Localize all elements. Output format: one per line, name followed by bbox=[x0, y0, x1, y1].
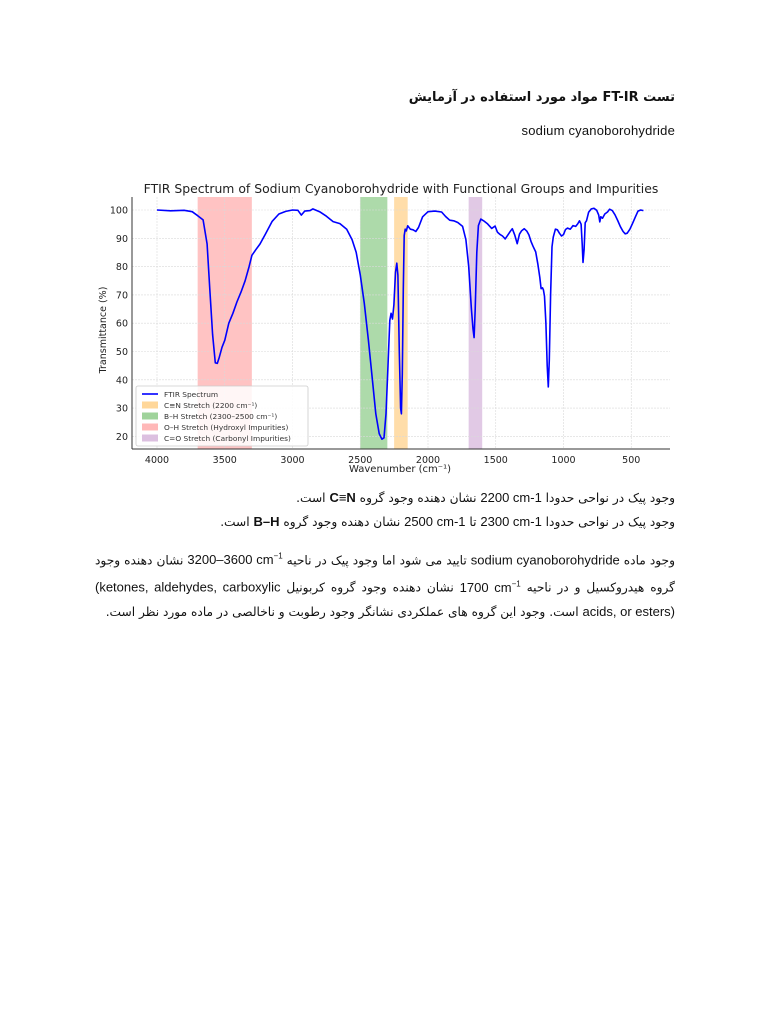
x-tick-label: 3000 bbox=[280, 455, 304, 466]
y-tick-label: 40 bbox=[116, 375, 128, 386]
y-tick-label: 90 bbox=[116, 234, 128, 245]
paragraph-line: وجود پیک در نواحی حدودا 2300 cm-1 تا 250… bbox=[95, 510, 675, 534]
legend-label: O–H Stretch (Hydroxyl Impurities) bbox=[164, 423, 288, 432]
y-tick-label: 20 bbox=[116, 432, 128, 443]
legend-label: B–H Stretch (2300–2500 cm⁻¹) bbox=[164, 412, 277, 421]
legend-patch-swatch bbox=[142, 401, 158, 409]
paragraph-impurities: وجود ماده sodium cyanoborohydride تایید … bbox=[95, 545, 675, 624]
series-line bbox=[156, 207, 644, 440]
text-segment: تایید می شود اما وجود پیک در ناحیه bbox=[282, 553, 471, 568]
y-tick-label: 60 bbox=[116, 319, 128, 330]
wavenumber-value: 1700 cm−1 bbox=[459, 579, 521, 595]
y-axis-label: Transmittance (%) bbox=[98, 287, 109, 375]
text-segment: است. bbox=[296, 491, 330, 505]
text-segment: وجود ماده bbox=[619, 553, 675, 568]
wavenumber-range: 3200–3600 cm−1 bbox=[187, 552, 282, 567]
paragraph-line: وجود پیک در نواحی حدودا 2200 cm-1 نشان د… bbox=[95, 486, 675, 510]
legend-label: FTIR Spectrum bbox=[164, 390, 218, 399]
x-tick-label: 4000 bbox=[145, 455, 169, 466]
x-tick-label: 2000 bbox=[416, 455, 440, 466]
text-segment: نشان دهنده وجود گروه هیدروکسیل و در ناحی… bbox=[95, 553, 675, 595]
paragraph-cn-bh: وجود پیک در نواحی حدودا 2200 cm-1 نشان د… bbox=[95, 486, 675, 534]
text-segment: تا bbox=[465, 515, 481, 529]
chart-title: FTIR Spectrum of Sodium Cyanoborohydride… bbox=[144, 181, 659, 196]
wavenumber-value: 2500 cm-1 bbox=[404, 514, 466, 529]
x-tick-label: 3500 bbox=[213, 455, 237, 466]
text-segment: وجود پیک در نواحی حدودا bbox=[541, 515, 675, 529]
spectrum-line bbox=[156, 207, 644, 440]
axes: 4000 3500 3000 2500 2000 1500 1000 500 20 30 40 50 6… bbox=[110, 197, 670, 466]
compound-name-inline: sodium cyanoborohydride bbox=[470, 552, 620, 568]
y-tick-label: 70 bbox=[116, 290, 128, 301]
text-segment: است. bbox=[220, 515, 254, 529]
wavenumber-value: 2300 cm-1 bbox=[480, 514, 542, 529]
text-segment: نشان دهنده وجود گروه bbox=[355, 491, 481, 505]
x-tick-label: 500 bbox=[622, 455, 640, 466]
carbonyl-compounds-list: (ketones, aldehydes, carboxylic acids, o… bbox=[95, 579, 675, 619]
functional-group: C≡N bbox=[329, 490, 356, 505]
grid-lines bbox=[132, 197, 670, 449]
x-tick-label: 1500 bbox=[484, 455, 508, 466]
chart-legend: FTIR Spectrum C≡N Stretch (2200 cm⁻¹) B–H … bbox=[135, 385, 309, 447]
document-title: تست FT-IR مواد مورد استفاده در آزمایش bbox=[408, 90, 675, 105]
y-tick-label: 100 bbox=[110, 206, 128, 217]
text-segment: وجود پیک در نواحی حدودا bbox=[541, 491, 675, 505]
unit-exponent: −1 bbox=[511, 579, 521, 589]
wavenumber-value: 2200 cm-1 bbox=[480, 490, 542, 505]
ftir-chart: FTIR Spectrum of Sodium Cyanoborohydride… bbox=[96, 176, 682, 476]
value: 1700 cm bbox=[459, 579, 512, 595]
x-tick-label: 1000 bbox=[551, 455, 575, 466]
x-tick-label: 2500 bbox=[348, 455, 372, 466]
range-value: 3200–3600 cm bbox=[187, 552, 274, 568]
unit-exponent: −1 bbox=[273, 552, 283, 561]
compound-name: sodium cyanoborohydride bbox=[521, 123, 675, 138]
text-segment: نشان دهنده وجود گروه کربونیل bbox=[280, 580, 460, 595]
y-tick-label: 30 bbox=[116, 404, 128, 415]
y-tick-label: 50 bbox=[116, 347, 128, 358]
functional-group: B–H bbox=[253, 514, 280, 529]
legend-patch-swatch bbox=[142, 412, 158, 420]
text-segment: نشان دهنده وجود گروه bbox=[279, 515, 405, 529]
x-axis-label: Wavenumber (cm⁻¹) bbox=[349, 464, 451, 475]
text-segment: است. وجود این گروه های عملکردی نشانگر وج… bbox=[105, 604, 583, 619]
legend-label: C≡N Stretch (2200 cm⁻¹) bbox=[164, 401, 257, 410]
legend-patch-swatch bbox=[142, 434, 158, 442]
legend-label: C=O Stretch (Carbonyl Impurities) bbox=[164, 434, 291, 443]
legend-patch-swatch bbox=[142, 423, 158, 431]
y-tick-label: 80 bbox=[116, 262, 128, 273]
